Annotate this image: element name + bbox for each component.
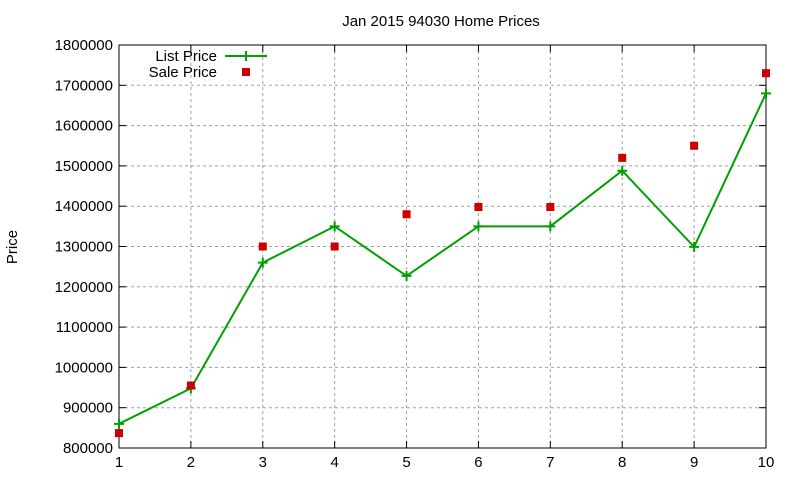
list-price-point: [473, 221, 484, 232]
sale-price-point: [402, 210, 411, 219]
x-axis-ticks: 1 2 3 4 5 6 7 8 9 10: [115, 45, 775, 471]
data-series: [114, 69, 771, 438]
list-price-point: [114, 418, 124, 429]
legend: List Price Sale Price: [149, 48, 267, 81]
y-tick-label: 1400000: [55, 198, 113, 215]
y-tick-label: 1600000: [55, 118, 113, 135]
y-tick-label: 1200000: [55, 279, 113, 296]
y-tick-label: 1700000: [55, 77, 113, 94]
legend-label-list-price: List Price: [155, 48, 217, 65]
list-price-point: [329, 221, 340, 232]
y-tick-label: 1800000: [55, 37, 113, 54]
y-tick-label: 1300000: [55, 239, 113, 256]
y-tick-label: 800000: [63, 440, 113, 457]
sale-price-point: [115, 429, 123, 438]
list-price-point: [257, 257, 268, 268]
x-tick-label: 7: [546, 454, 554, 471]
x-tick-label: 4: [330, 454, 338, 471]
x-tick-label: 1: [115, 454, 123, 471]
legend-label-sale-price: Sale Price: [149, 64, 217, 81]
list-price-point: [761, 88, 771, 99]
x-tick-label: 3: [259, 454, 267, 471]
list-price-point: [545, 221, 556, 232]
legend-cross-icon: [241, 51, 251, 61]
sale-price-point: [474, 203, 483, 212]
x-tick-label: 9: [690, 454, 698, 471]
sale-price-point: [546, 203, 555, 212]
x-tick-label: 10: [758, 454, 775, 471]
y-axis-label: Price: [4, 230, 21, 264]
grid-lines: [119, 45, 766, 448]
x-tick-label: 8: [618, 454, 626, 471]
list-price-point: [617, 165, 628, 176]
y-tick-label: 1500000: [55, 158, 113, 175]
list-price-point: [401, 270, 412, 281]
y-tick-label: 1000000: [55, 359, 113, 376]
sale-price-point: [186, 381, 195, 390]
y-axis-ticks: 800000 900000 1000000 1100000 1200000 1300000…: [55, 37, 766, 457]
y-tick-label: 1100000: [56, 319, 113, 336]
x-tick-label: 6: [474, 454, 482, 471]
x-tick-label: 2: [187, 454, 195, 471]
chart-title: Jan 2015 94030 Home Prices: [342, 13, 540, 30]
sale-price-point: [618, 153, 627, 162]
y-tick-label: 900000: [63, 400, 113, 417]
list-price-point: [689, 241, 700, 252]
sale-price-point: [690, 141, 699, 150]
x-tick-label: 5: [402, 454, 410, 471]
sale-price-point: [762, 69, 770, 78]
sale-price-point: [258, 242, 267, 251]
sale-price-point: [330, 242, 339, 251]
list-price-line: [118, 92, 767, 425]
legend-square-icon: [242, 68, 250, 76]
